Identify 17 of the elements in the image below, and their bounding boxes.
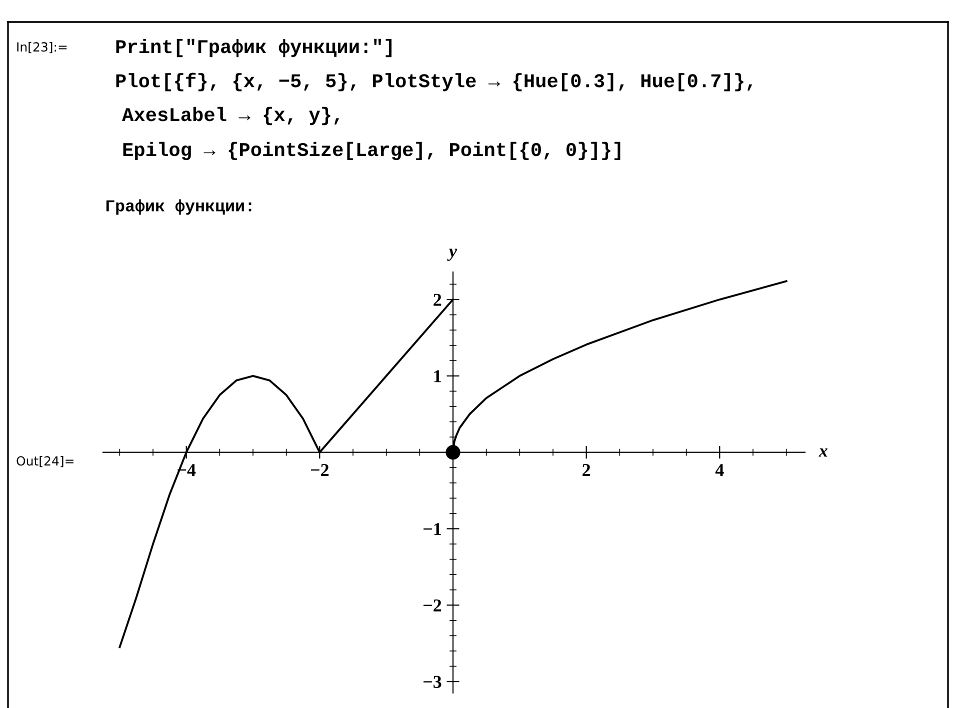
text: График функции: <box>106 199 252 215</box>
y-tick-label: −1 <box>424 523 441 535</box>
text: Plot[{f}, {x, −5, 5}, PlotStyle → {Hue[0.3], Hue[0.7]}, <box>116 72 752 92</box>
text: Epilog → {PointSize[Large], Point[{0, 0}]}] <box>123 142 620 160</box>
y-tick-label: 1 <box>434 370 441 382</box>
x-tick-label: 2 <box>582 464 590 476</box>
y-axis-title: y <box>447 248 458 261</box>
x-axis-title: x <box>818 448 828 457</box>
x-tick-label: −2 <box>310 464 329 476</box>
text: AxesLabel → {x, y}, <box>122 106 340 126</box>
text: Out[24]= <box>16 456 74 468</box>
text: Print["График функции:"] <box>116 38 392 58</box>
text: In[23]:= <box>17 42 67 54</box>
y-tick-label: −2 <box>424 599 442 612</box>
x-tick-label: 4 <box>715 464 724 476</box>
y-tick-label: 2 <box>434 294 442 306</box>
y-tick-label: −3 <box>424 676 442 688</box>
